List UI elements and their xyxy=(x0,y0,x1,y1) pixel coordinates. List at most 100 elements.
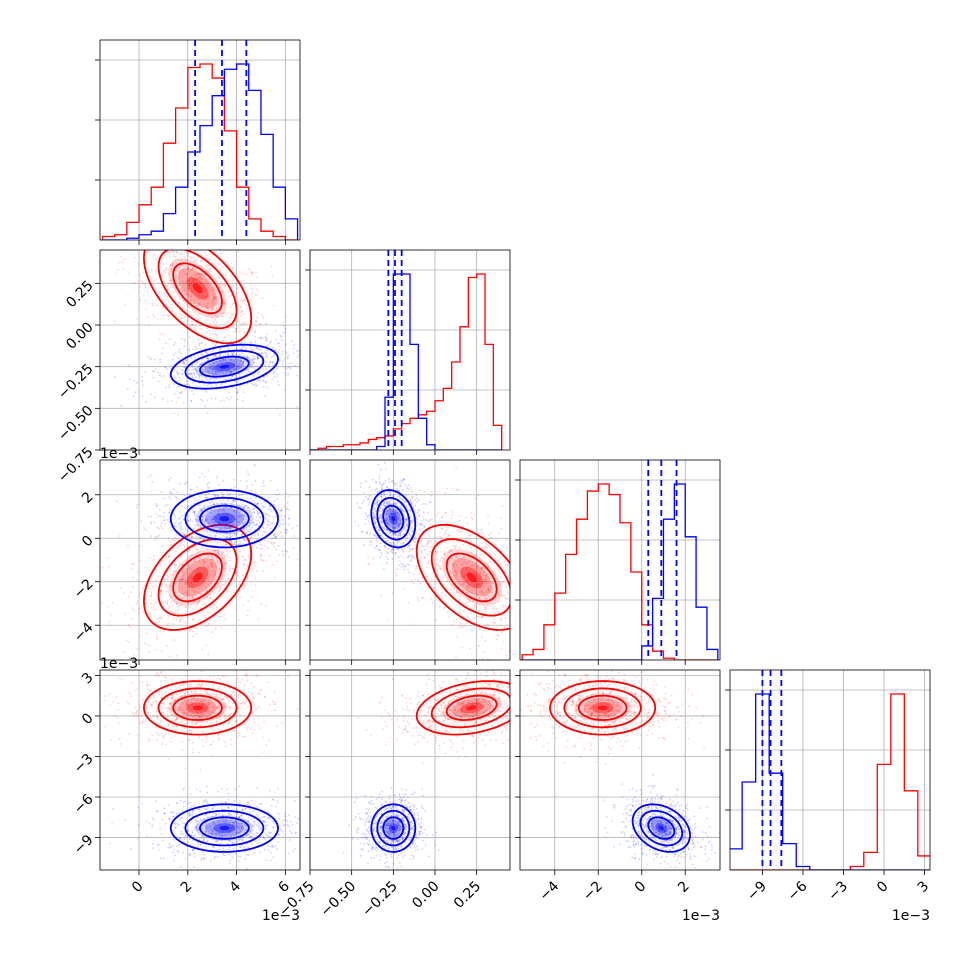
scatter-point xyxy=(475,615,478,617)
scatter-point xyxy=(401,548,404,551)
scatter-point xyxy=(233,360,236,363)
scatter-point xyxy=(240,363,243,366)
scatter-point xyxy=(209,268,212,271)
scatter-point xyxy=(186,529,189,532)
scatter-point xyxy=(391,548,394,551)
scatter-point xyxy=(222,494,225,496)
scatter-point xyxy=(228,369,231,372)
scatter-point xyxy=(181,692,184,694)
scatter-point xyxy=(237,543,240,546)
scatter-point xyxy=(487,563,489,566)
scatter-point xyxy=(191,608,194,611)
scatter-point xyxy=(160,352,163,355)
scatter-point xyxy=(393,511,396,513)
scatter-point xyxy=(458,610,461,613)
scatter-point xyxy=(178,372,181,375)
scatter-point xyxy=(258,689,261,692)
contour-line xyxy=(382,504,405,533)
scatter-point xyxy=(194,325,197,328)
scatter-point xyxy=(460,528,462,531)
scatter-point xyxy=(188,729,191,732)
scatter-point xyxy=(510,556,512,558)
scatter-point xyxy=(235,533,238,536)
scatter-point xyxy=(518,587,520,589)
scatter-point xyxy=(209,606,212,608)
scatter-point xyxy=(226,367,229,370)
scatter-point xyxy=(232,500,235,503)
scatter-point xyxy=(150,277,153,280)
scatter-point xyxy=(209,540,211,543)
scatter-point xyxy=(163,497,166,500)
scatter-point xyxy=(186,320,189,323)
scatter-point xyxy=(215,378,217,380)
scatter-point xyxy=(276,498,279,500)
scatter-point xyxy=(197,297,200,300)
scatter-point xyxy=(401,508,404,511)
scatter-point xyxy=(367,520,370,523)
scatter-point xyxy=(512,609,514,611)
scatter-point xyxy=(162,273,165,276)
scatter-point xyxy=(478,583,480,586)
scatter-point xyxy=(456,591,458,594)
scatter-point xyxy=(385,499,387,502)
scatter-point xyxy=(416,500,419,503)
scatter-point xyxy=(179,721,181,723)
scatter-point xyxy=(497,532,500,535)
scatter-point xyxy=(224,288,227,290)
scatter-point xyxy=(212,374,215,377)
scatter-point xyxy=(205,254,208,257)
scatter-point xyxy=(194,558,197,561)
scatter-point xyxy=(178,709,181,712)
scatter-point xyxy=(214,494,217,496)
scatter-point xyxy=(405,485,408,488)
scatter-point xyxy=(224,284,226,287)
scatter-point xyxy=(200,276,202,278)
scatter-point xyxy=(188,702,190,705)
scatter-point xyxy=(225,503,228,506)
scatter-point xyxy=(206,302,209,305)
scatter-point xyxy=(265,527,268,529)
scatter-point xyxy=(402,533,405,536)
scatter-point xyxy=(179,538,181,541)
scatter-point xyxy=(435,558,438,561)
scatter-point xyxy=(286,507,288,510)
scatter-point xyxy=(201,342,204,345)
scatter-point xyxy=(483,608,486,611)
scatter-point xyxy=(217,513,220,516)
scatter-point xyxy=(228,326,230,329)
scatter-point xyxy=(287,675,290,678)
scatter-point xyxy=(501,556,504,559)
scatter-point xyxy=(446,546,449,549)
scatter-point xyxy=(276,373,278,376)
scatter-point xyxy=(239,314,242,317)
scatter-point xyxy=(195,721,198,724)
scatter-point xyxy=(260,603,262,605)
scatter-point xyxy=(213,361,216,364)
scatter-point xyxy=(165,551,168,554)
scatter-point xyxy=(265,743,268,746)
scatter-point xyxy=(247,599,250,602)
scatter-point xyxy=(226,524,229,527)
contour-line xyxy=(142,523,253,631)
scatter-point xyxy=(491,582,494,585)
scatter-point xyxy=(245,273,248,276)
scatter-point xyxy=(169,555,171,558)
scatter-point xyxy=(154,585,157,587)
scatter-point xyxy=(188,586,191,588)
scatter-point xyxy=(264,395,266,397)
scatter-point xyxy=(122,267,124,270)
scatter-point xyxy=(224,372,227,375)
scatter-point xyxy=(136,709,139,712)
scatter-point xyxy=(403,479,406,482)
scatter-point xyxy=(168,314,171,317)
scatter-point xyxy=(169,476,172,479)
scatter-point xyxy=(293,344,296,347)
scatter-point xyxy=(481,658,484,660)
scatter-point xyxy=(369,532,371,535)
scatter-point xyxy=(204,716,206,718)
scatter-point xyxy=(464,602,467,605)
scatter-point xyxy=(420,545,423,547)
scatter-point xyxy=(269,508,272,511)
scatter-point xyxy=(165,677,168,679)
scatter-point xyxy=(175,270,178,272)
